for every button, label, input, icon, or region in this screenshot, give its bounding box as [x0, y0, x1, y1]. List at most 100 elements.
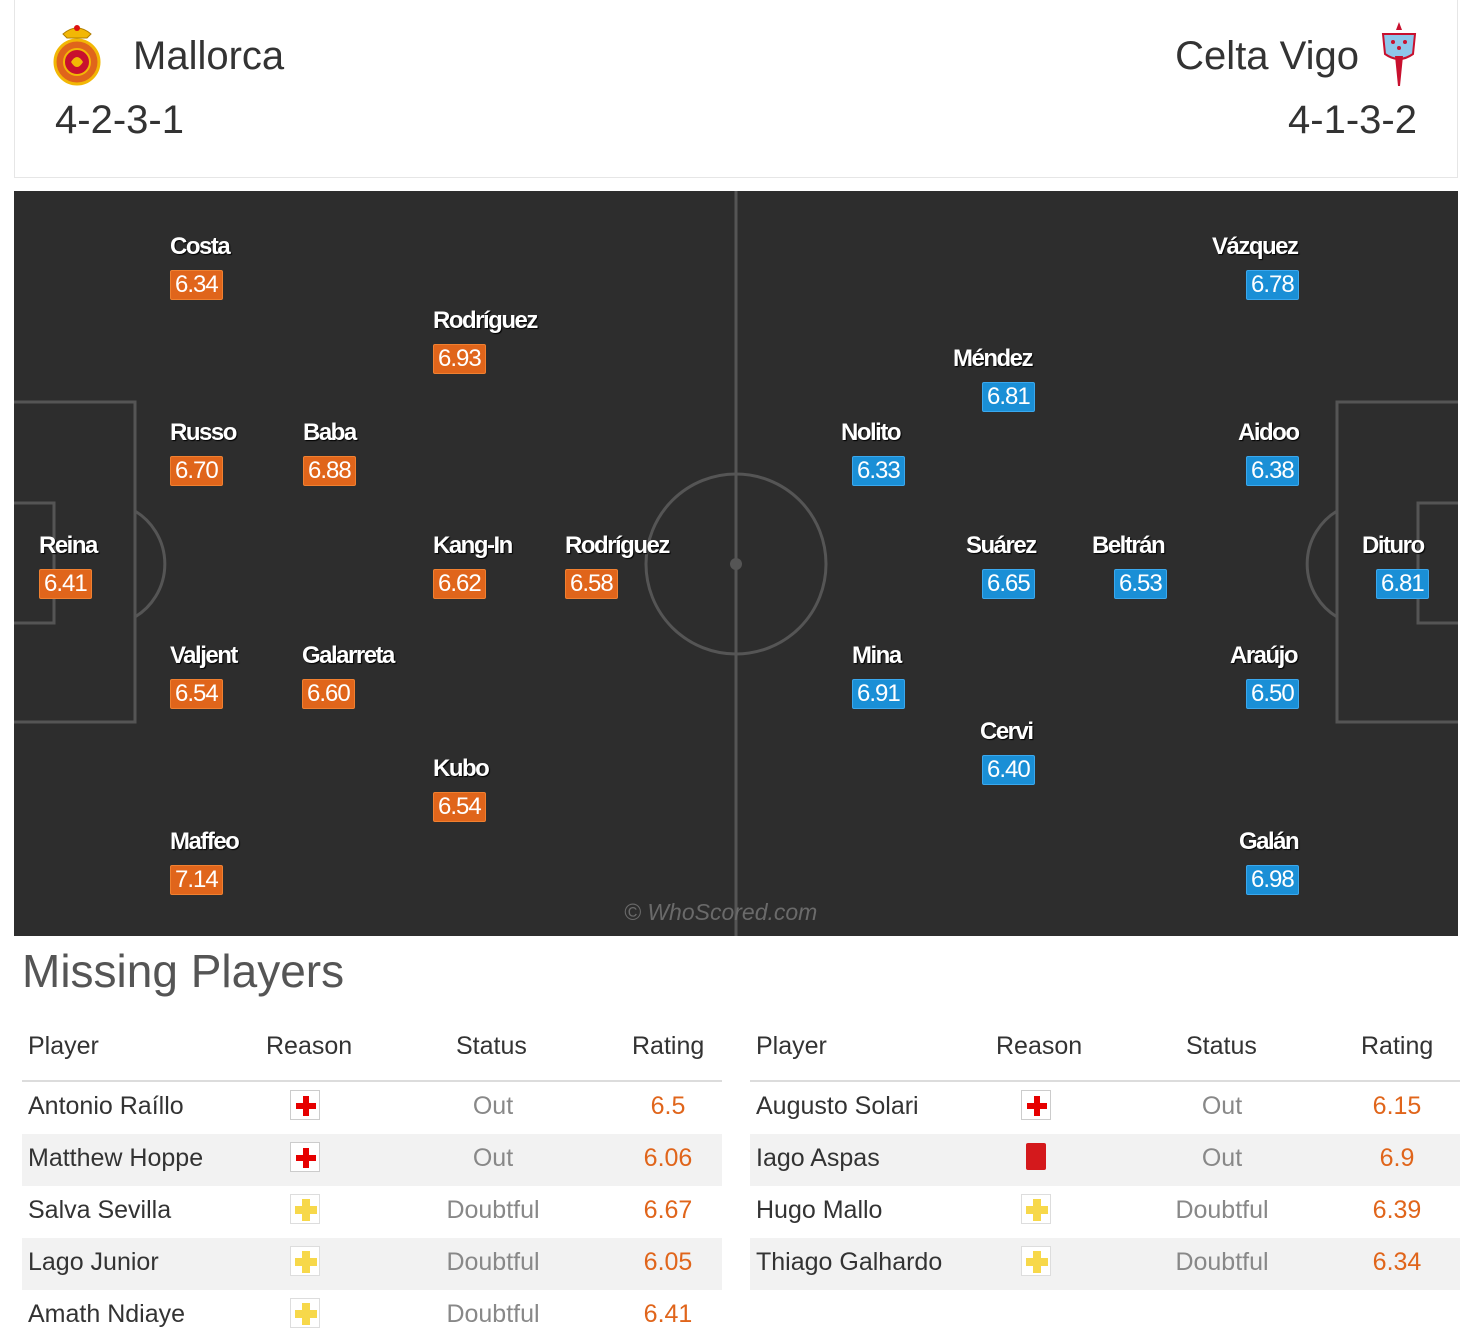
table-row[interactable]: Matthew Hoppe Out 6.06 [22, 1134, 722, 1186]
column-header-status[interactable]: Status [1186, 1032, 1257, 1060]
player-name[interactable]: Hugo Mallo [756, 1196, 883, 1224]
player-rating: 6.54 [433, 792, 486, 822]
player-name[interactable]: Lago Junior [28, 1248, 159, 1276]
table-header: Player Reason Status Rating [22, 1022, 722, 1082]
column-header-status[interactable]: Status [456, 1032, 527, 1060]
missing-players-title: Missing Players [22, 945, 345, 997]
player-name: Beltrán [1092, 532, 1166, 559]
injury-icon [1021, 1090, 1051, 1120]
doubtful-icon [1021, 1246, 1051, 1276]
player-name: Rodríguez [565, 532, 670, 559]
celta-crest-icon[interactable] [1377, 20, 1421, 90]
rating: 6.39 [1372, 1196, 1422, 1224]
doubtful-icon [290, 1194, 320, 1224]
player-name: Kang-In [433, 532, 513, 559]
home-team-name[interactable]: Mallorca [133, 34, 285, 78]
column-header-rating[interactable]: Rating [632, 1032, 705, 1060]
player-rating: 6.50 [1246, 679, 1299, 709]
table-row[interactable]: Salva Sevilla Doubtful 6.67 [22, 1186, 722, 1238]
player-name[interactable]: Iago Aspas [756, 1144, 880, 1172]
player-name: Valjent [170, 642, 238, 669]
away-formation: 4-1-3-2 [1288, 98, 1417, 142]
rating: 6.15 [1372, 1092, 1422, 1120]
rating: 6.06 [643, 1144, 693, 1172]
player-name: Dituro [1362, 532, 1425, 559]
status: Doubtful [446, 1300, 540, 1328]
player-rating: 6.62 [433, 569, 486, 599]
player-name: Galarreta [302, 642, 395, 669]
away-team-name[interactable]: Celta Vigo [1175, 34, 1359, 78]
reason-cell [290, 1298, 320, 1328]
rating: 6.41 [643, 1300, 693, 1328]
table-row[interactable]: Antonio Raíllo Out 6.5 [22, 1082, 722, 1134]
home-missing-table: Player Reason Status Rating Antonio Raíl… [22, 1022, 722, 1342]
column-header-player[interactable]: Player [756, 1032, 827, 1060]
reason-cell [290, 1246, 320, 1276]
table-row[interactable]: Hugo Mallo Doubtful 6.39 [750, 1186, 1460, 1238]
status: Out [1201, 1144, 1243, 1172]
column-header-player[interactable]: Player [28, 1032, 99, 1060]
player-name: Maffeo [170, 828, 240, 855]
doubtful-icon [290, 1246, 320, 1276]
player-name: Costa [170, 233, 231, 260]
rating: 6.5 [650, 1092, 686, 1120]
player-name: Suárez [966, 532, 1037, 559]
player-name[interactable]: Thiago Galhardo [756, 1248, 943, 1276]
player-name: Galán [1239, 828, 1300, 855]
reason-cell [290, 1142, 320, 1172]
player-name: Russo [170, 419, 237, 446]
player-name[interactable]: Amath Ndiaye [28, 1300, 186, 1328]
status: Out [472, 1144, 514, 1172]
status: Doubtful [446, 1196, 540, 1224]
table-row[interactable]: Amath Ndiaye Doubtful 6.41 [22, 1290, 722, 1342]
player-name[interactable]: Salva Sevilla [28, 1196, 172, 1224]
player-rating: 6.41 [39, 569, 92, 599]
player-rating: 6.54 [170, 679, 223, 709]
player-rating: 6.40 [982, 755, 1035, 785]
player-rating: 6.91 [852, 679, 905, 709]
reason-cell [290, 1194, 320, 1224]
player-name: Araújo [1230, 642, 1299, 669]
player-name: Aidoo [1238, 419, 1300, 446]
table-row[interactable]: Lago Junior Doubtful 6.05 [22, 1238, 722, 1290]
player-rating: 6.60 [302, 679, 355, 709]
injury-icon [290, 1142, 320, 1172]
player-rating: 6.38 [1246, 456, 1299, 486]
player-rating: 6.70 [170, 456, 223, 486]
red-card-icon [1021, 1142, 1051, 1172]
column-header-reason[interactable]: Reason [266, 1032, 353, 1060]
player-rating: 6.53 [1114, 569, 1167, 599]
rating: 6.9 [1379, 1144, 1415, 1172]
column-header-rating[interactable]: Rating [1361, 1032, 1434, 1060]
player-name[interactable]: Matthew Hoppe [28, 1144, 204, 1172]
away-missing-table: Player Reason Status Rating Augusto Sola… [750, 1022, 1460, 1290]
player-rating: 7.14 [170, 865, 223, 895]
table-row[interactable]: Iago Aspas Out 6.9 [750, 1134, 1460, 1186]
player-rating: 6.78 [1246, 270, 1299, 300]
rating: 6.34 [1372, 1248, 1422, 1276]
reason-cell [1021, 1246, 1051, 1276]
player-name: Kubo [433, 755, 490, 782]
reason-cell [1021, 1090, 1051, 1120]
table-row[interactable]: Thiago Galhardo Doubtful 6.34 [750, 1238, 1460, 1290]
player-name: Baba [303, 419, 357, 446]
doubtful-icon [290, 1298, 320, 1328]
player-rating: 6.34 [170, 270, 223, 300]
player-name[interactable]: Antonio Raíllo [28, 1092, 184, 1120]
player-name: Méndez [953, 345, 1034, 372]
player-rating: 6.81 [982, 382, 1035, 412]
doubtful-icon [1021, 1194, 1051, 1224]
player-rating: 6.58 [565, 569, 618, 599]
status: Out [1201, 1092, 1243, 1120]
player-rating: 6.81 [1376, 569, 1429, 599]
column-header-reason[interactable]: Reason [996, 1032, 1083, 1060]
player-rating: 6.93 [433, 344, 486, 374]
reason-cell [1021, 1194, 1051, 1224]
status: Doubtful [446, 1248, 540, 1276]
table-row[interactable]: Augusto Solari Out 6.15 [750, 1082, 1460, 1134]
table-header: Player Reason Status Rating [750, 1022, 1460, 1082]
rating: 6.05 [643, 1248, 693, 1276]
player-name: Mina [852, 642, 902, 669]
player-name[interactable]: Augusto Solari [756, 1092, 919, 1120]
mallorca-crest-icon[interactable] [49, 22, 105, 88]
